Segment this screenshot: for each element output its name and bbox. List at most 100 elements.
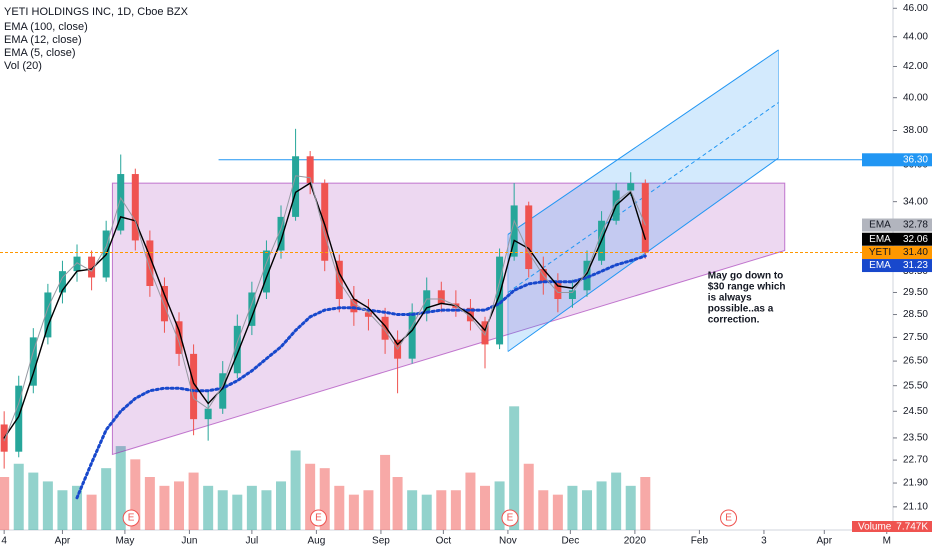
x-axis-panel xyxy=(0,531,932,550)
volume-bar xyxy=(72,485,83,530)
volume-bar xyxy=(246,485,257,530)
volume-bar xyxy=(0,477,10,530)
volume-bar xyxy=(494,481,505,530)
y-tick-label: 21.10 xyxy=(903,501,928,512)
volume-bar xyxy=(159,485,170,530)
earnings-label: E xyxy=(507,513,514,524)
candle-body xyxy=(321,183,329,261)
volume-bar xyxy=(625,485,636,530)
y-tick-label: 28.50 xyxy=(903,309,928,320)
volume-bar xyxy=(130,459,141,530)
x-tick-label: Sep xyxy=(372,536,390,547)
y-tick-label: 23.50 xyxy=(903,433,928,444)
y-tick-label: 27.50 xyxy=(903,332,928,343)
y-tick-label: 25.50 xyxy=(903,380,928,391)
volume-bar xyxy=(188,472,199,530)
volume-bar xyxy=(640,477,651,530)
candle-body xyxy=(277,216,285,251)
volume-bar xyxy=(319,468,330,530)
ema-line xyxy=(3,175,646,442)
y-tick-label: 40.00 xyxy=(903,92,928,103)
candle-body xyxy=(510,205,518,257)
candle-body xyxy=(583,260,591,291)
earnings-label: E xyxy=(128,513,135,524)
price-tag-value: 32.78 xyxy=(903,220,928,231)
volume-tag-value: 7.747K xyxy=(896,522,928,533)
x-tick-label: 2020 xyxy=(624,536,647,547)
volume-bar xyxy=(392,477,403,530)
candle-body xyxy=(219,373,227,409)
candle-body xyxy=(364,312,372,317)
volume-bar xyxy=(334,485,345,530)
price-tag-value: 32.06 xyxy=(903,234,928,245)
y-tick-label: 21.90 xyxy=(903,478,928,489)
volume-bar xyxy=(276,481,287,530)
hline-tag xyxy=(862,153,932,167)
candle-body xyxy=(73,256,81,272)
x-tick-label: 4 xyxy=(1,536,7,547)
candle-body xyxy=(248,292,256,326)
x-tick-label: Apr xyxy=(817,536,833,547)
annotation-line: is always xyxy=(708,292,752,303)
x-tick-label: Apr xyxy=(55,536,71,547)
earnings-label: E xyxy=(315,513,322,524)
x-tick-label: Nov xyxy=(499,536,517,547)
candle-body xyxy=(627,183,635,191)
candle-body xyxy=(568,290,576,300)
candle-body xyxy=(437,290,445,304)
candle-body xyxy=(131,174,139,241)
annotation-line: $30 range which xyxy=(708,281,786,292)
candle-body xyxy=(423,290,431,313)
volume-bar xyxy=(552,494,563,530)
y-tick-label: 29.50 xyxy=(903,287,928,298)
x-tick-label: Oct xyxy=(436,536,452,547)
earnings-marker xyxy=(501,509,519,527)
volume-bar xyxy=(348,494,359,530)
hline-tag-value: 36.30 xyxy=(903,154,928,165)
volume-bar xyxy=(232,494,243,530)
candle-body xyxy=(88,256,96,278)
volume-bar xyxy=(115,446,126,530)
ema-line xyxy=(75,254,647,500)
volume-bar xyxy=(28,472,39,530)
volume-bar xyxy=(567,485,578,530)
candle-body xyxy=(335,260,343,300)
volume-tag-name: Volume xyxy=(858,522,892,533)
volume-bar xyxy=(203,485,214,530)
price-tag-name: EMA xyxy=(869,234,891,245)
candle-body xyxy=(292,156,300,217)
volume-bar xyxy=(174,481,185,530)
volume-bar xyxy=(101,468,112,530)
price-tag-name: EMA xyxy=(869,220,891,231)
price-tag xyxy=(862,259,932,273)
candle-body xyxy=(381,316,389,340)
price-tag-name: YETI xyxy=(869,247,891,258)
y-tick-label: 26.50 xyxy=(903,356,928,367)
volume-bar xyxy=(450,490,461,530)
y-tick-label: 46.00 xyxy=(903,3,928,14)
price-tag-value: 31.40 xyxy=(903,247,928,258)
candle-body xyxy=(117,174,125,231)
y-tick-label: 38.00 xyxy=(903,125,928,136)
candle-body xyxy=(262,250,270,293)
volume-bar xyxy=(13,463,24,530)
candle-body xyxy=(554,281,562,300)
chart-title: YETI HOLDINGS INC, 1D, Cboe BZX xyxy=(4,6,189,18)
channel-middle xyxy=(507,102,779,293)
price-tag xyxy=(862,246,932,260)
candle-body xyxy=(350,299,358,313)
y-tick-label: 34.00 xyxy=(903,196,928,207)
volume-bar xyxy=(261,490,272,530)
legend-entry: Vol (20) xyxy=(4,60,42,72)
legend-entry: EMA (100, close) xyxy=(4,21,88,33)
y-tick-label: 24.50 xyxy=(903,406,928,417)
legend-entry: EMA (5, close) xyxy=(4,47,76,59)
volume-bar xyxy=(407,490,418,530)
volume-bar xyxy=(421,494,432,530)
volume-bar xyxy=(363,490,374,530)
y-tick-label: 42.00 xyxy=(903,61,928,72)
price-tag xyxy=(862,218,932,232)
x-tick-label: Jun xyxy=(181,536,197,547)
candle-body xyxy=(44,292,52,338)
